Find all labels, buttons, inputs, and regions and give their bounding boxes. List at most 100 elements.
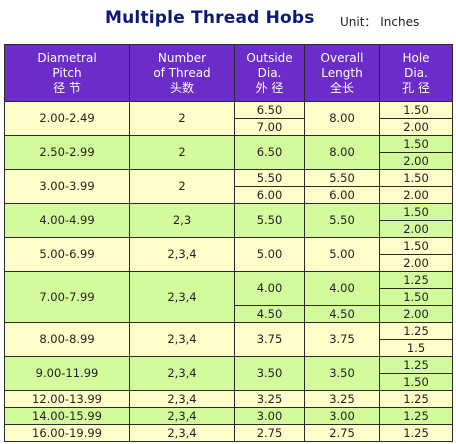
hole-cell: 1.50: [379, 203, 453, 221]
threads-cell: 2,3,4: [129, 390, 235, 408]
hole-cell: 1.50: [379, 169, 453, 187]
outside-cell: 4.50: [234, 305, 305, 323]
pitch-cell: 14.00-15.99: [4, 407, 130, 425]
hole-cell: 1.25: [379, 356, 453, 374]
threads-cell: 2: [129, 135, 235, 170]
length-cell: 8.00: [304, 101, 380, 136]
header-l1: Diametral: [37, 50, 97, 65]
header-l3: 孔 径: [402, 80, 430, 95]
outside-cell: 3.25: [234, 390, 305, 408]
pitch-cell: 8.00-8.99: [4, 322, 130, 357]
hole-cell: 1.50: [379, 237, 453, 255]
header-l2: Dia.: [257, 65, 282, 80]
hole-cell: 2.00: [379, 152, 453, 170]
hole-cell: 1.50: [379, 101, 453, 119]
hole-cell: 2.00: [379, 220, 453, 238]
hole-cell: 1.5: [379, 339, 453, 357]
outside-cell: 6.50: [234, 101, 305, 119]
length-cell: 4.50: [304, 305, 380, 323]
header-pitch: Diametral Pitch 径 节: [4, 44, 130, 102]
length-cell: 5.50: [304, 169, 380, 187]
table-row: 2.00: [5, 220, 453, 238]
hole-cell: 1.25: [379, 407, 453, 425]
hole-cell: 1.50: [379, 288, 453, 306]
length-cell: 8.00: [304, 135, 380, 170]
hole-cell: 1.50: [379, 373, 453, 391]
table-row: 8.00-8.99 2,3,4 3.75 3.75 1.25: [4, 322, 453, 357]
page-title: Multiple Thread Hobs: [105, 8, 315, 28]
hole-cell: 1.50: [379, 135, 453, 153]
threads-cell: 2,3,4: [129, 407, 235, 425]
header-threads: Number of Thread 头数: [129, 44, 235, 102]
table-row: 12.00-13.99 2,3,4 3.25 3.25 1.25: [4, 390, 453, 408]
pitch-cell: 9.00-11.99: [4, 356, 130, 391]
hole-cell: 1.25: [379, 271, 453, 289]
table-row: 9.00-11.99 2,3,4 3.50 3.50 1.25: [4, 356, 453, 391]
header-l1: Number: [157, 50, 207, 65]
header-l2: Pitch: [52, 65, 82, 80]
table-row: 2.00: [5, 152, 453, 170]
table-row: 1.50: [5, 373, 453, 391]
hole-cell: 1.25: [379, 322, 453, 340]
outside-cell: 4.00: [234, 271, 305, 306]
table-row: 2.50-2.99 2 6.50 8.00 1.50: [4, 135, 453, 170]
table-row: 6.00 6.00 2.00: [5, 186, 453, 204]
header-hole: Hole Dia. 孔 径: [379, 44, 453, 102]
header-outside: Outside Dia. 外 径: [234, 44, 305, 102]
header-l2: Dia.: [404, 65, 428, 80]
table-row: 3.00-3.99 2 5.50 5.50 1.50: [4, 169, 453, 204]
pitch-cell: 2.50-2.99: [4, 135, 130, 170]
outside-cell: 6.00: [234, 186, 305, 204]
threads-cell: 2,3,4: [129, 356, 235, 391]
hole-cell: 2.00: [379, 254, 453, 272]
length-cell: 3.00: [304, 407, 380, 425]
table-row: 16.00-19.99 2,3,4 2.75 2.75 1.25: [4, 424, 453, 442]
threads-cell: 2,3,4: [129, 271, 235, 323]
length-cell: 3.75: [304, 322, 380, 357]
table-row: 4.50 4.50 2.00: [5, 305, 453, 323]
hole-cell: 2.00: [379, 186, 453, 204]
threads-cell: 2,3,4: [129, 237, 235, 272]
hole-cell: 2.00: [379, 305, 453, 323]
hole-cell: 1.25: [379, 390, 453, 408]
pitch-cell: 3.00-3.99: [4, 169, 130, 204]
pitch-cell: 2.00-2.49: [4, 101, 130, 136]
header-l1: Outside: [246, 50, 293, 65]
threads-cell: 2,3,4: [129, 322, 235, 357]
length-cell: 2.75: [304, 424, 380, 442]
outside-cell: 5.00: [234, 237, 305, 272]
pitch-cell: 5.00-6.99: [4, 237, 130, 272]
table-row: 5.00-6.99 2,3,4 5.00 5.00 1.50: [4, 237, 453, 272]
header-row: Diametral Pitch 径 节 Number of Thread 头数 …: [4, 44, 453, 102]
header-l1: Overall: [320, 50, 364, 65]
table-row: 7.00 2.00: [5, 118, 453, 136]
header-l2: of Thread: [153, 65, 211, 80]
pitch-cell: 12.00-13.99: [4, 390, 130, 408]
outside-cell: 7.00: [234, 118, 305, 136]
outside-cell: 3.75: [234, 322, 305, 357]
threads-cell: 2,3,4: [129, 424, 235, 442]
table-row: 2.00-2.49 2 6.50 8.00 1.50: [4, 101, 453, 136]
length-cell: 5.50: [304, 203, 380, 238]
length-cell: 4.00: [304, 271, 380, 306]
header-l3: 头数: [169, 80, 194, 95]
length-cell: 3.50: [304, 356, 380, 391]
threads-cell: 2: [129, 169, 235, 204]
header-l3: 外 径: [255, 80, 284, 95]
length-cell: 6.00: [304, 186, 380, 204]
table-row: 7.00-7.99 2,3,4 4.00 4.00 1.25: [4, 271, 453, 323]
outside-cell: 3.50: [234, 356, 305, 391]
outside-cell: 6.50: [234, 135, 305, 170]
outside-cell: 2.75: [234, 424, 305, 442]
table-row: 4.00-4.99 2,3 5.50 5.50 1.50: [4, 203, 453, 238]
header-l2: Length: [321, 65, 363, 80]
threads-cell: 2: [129, 101, 235, 136]
outside-cell: 5.50: [234, 169, 305, 187]
header-l3: 径 节: [53, 80, 81, 95]
threads-cell: 2,3: [129, 203, 235, 238]
unit-label: Unit： Inches: [340, 15, 420, 29]
pitch-cell: 4.00-4.99: [4, 203, 130, 238]
outside-cell: 5.50: [234, 203, 305, 238]
header-length: Overall Length 全长: [304, 44, 380, 102]
length-cell: 3.25: [304, 390, 380, 408]
